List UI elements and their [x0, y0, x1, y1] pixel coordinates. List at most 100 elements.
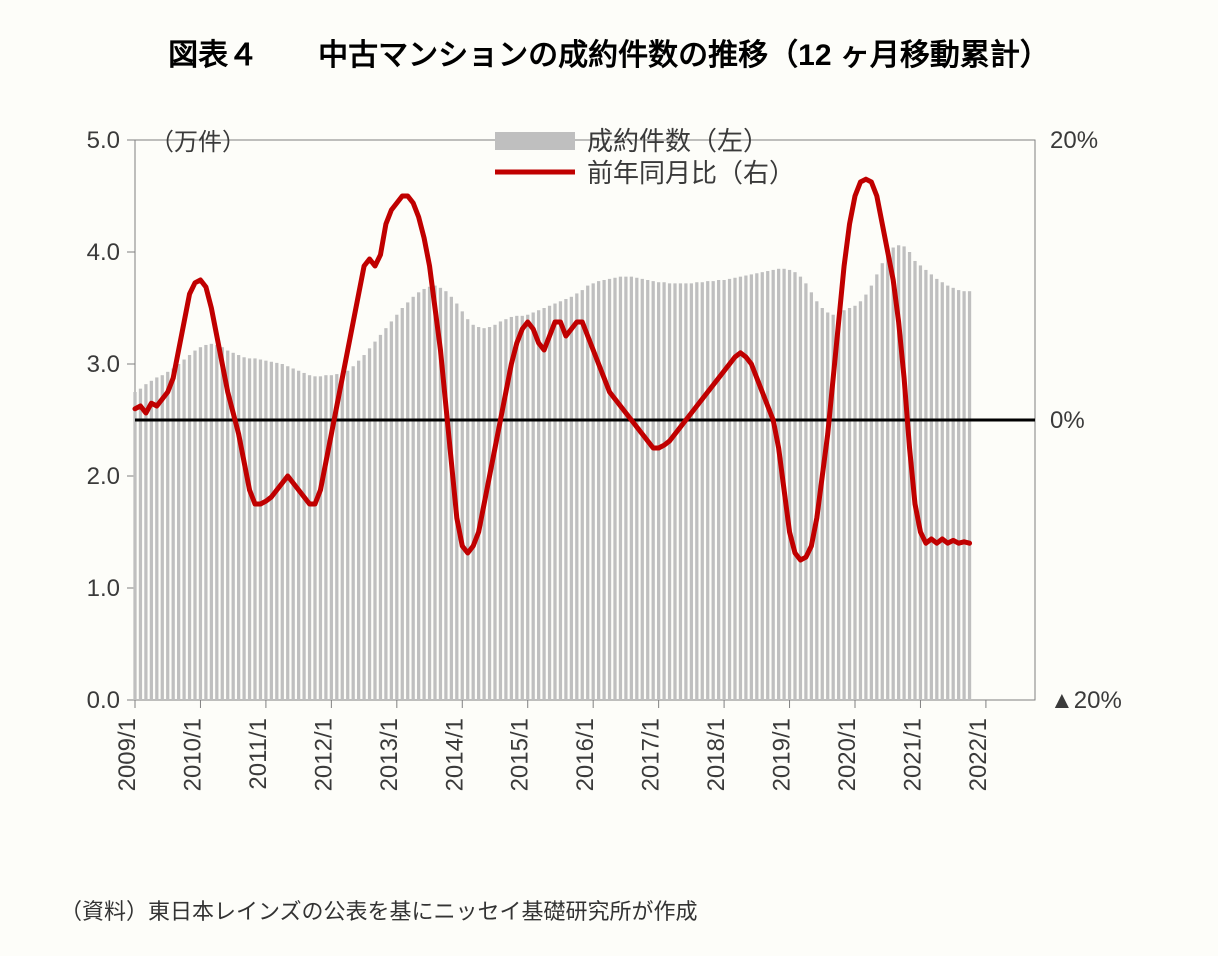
bar: [172, 368, 175, 700]
bar: [553, 304, 556, 700]
bar: [281, 364, 284, 700]
svg-text:1.0: 1.0: [87, 575, 120, 602]
svg-text:2009/1: 2009/1: [114, 718, 141, 791]
bar: [772, 270, 775, 700]
svg-text:3.0: 3.0: [87, 351, 120, 378]
bar: [292, 368, 295, 700]
bar: [352, 366, 355, 700]
bar: [886, 254, 889, 700]
bar: [810, 292, 813, 700]
bar: [155, 377, 158, 700]
bar: [892, 248, 895, 700]
bar: [739, 277, 742, 700]
bar: [875, 274, 878, 700]
bar: [755, 273, 758, 700]
svg-text:2022/1: 2022/1: [965, 718, 992, 791]
bar: [521, 316, 524, 700]
bar: [362, 355, 365, 700]
bar: [946, 286, 949, 700]
bar: [526, 315, 529, 700]
svg-text:2021/1: 2021/1: [899, 718, 926, 791]
bar: [406, 302, 409, 700]
bar: [395, 315, 398, 700]
svg-text:2017/1: 2017/1: [638, 718, 665, 791]
bar: [777, 269, 780, 700]
bar: [826, 312, 829, 700]
bar: [673, 283, 676, 700]
bar: [259, 360, 262, 700]
bar: [472, 325, 475, 700]
bar: [570, 297, 573, 700]
svg-text:2016/1: 2016/1: [572, 718, 599, 791]
svg-text:0%: 0%: [1050, 407, 1085, 434]
svg-text:2011/1: 2011/1: [245, 718, 272, 790]
bar: [837, 314, 840, 700]
bar: [417, 292, 420, 700]
svg-text:2.0: 2.0: [87, 463, 120, 490]
bar: [215, 345, 218, 700]
bar: [717, 280, 720, 700]
bar: [193, 351, 196, 700]
bar: [493, 325, 496, 700]
bar: [586, 286, 589, 700]
bar: [957, 290, 960, 700]
bar: [461, 311, 464, 700]
bar: [341, 373, 344, 700]
svg-text:2014/1: 2014/1: [441, 718, 468, 791]
bar: [668, 283, 671, 700]
bar: [444, 291, 447, 700]
bar: [848, 308, 851, 700]
bar: [870, 286, 873, 700]
bar: [401, 308, 404, 700]
bar: [537, 310, 540, 700]
bar: [679, 283, 682, 700]
bar: [581, 290, 584, 700]
bar: [690, 283, 693, 700]
bar: [133, 392, 136, 700]
bar: [412, 297, 415, 700]
bar: [706, 281, 709, 700]
bar: [630, 277, 633, 700]
bar: [881, 263, 884, 700]
bar: [602, 280, 605, 700]
bar: [150, 381, 153, 700]
bar: [357, 361, 360, 700]
bar: [684, 283, 687, 700]
bar: [188, 355, 191, 700]
bar: [744, 276, 747, 700]
bar: [652, 281, 655, 700]
bar: [728, 279, 731, 700]
svg-text:2013/1: 2013/1: [376, 718, 403, 791]
bar: [515, 316, 518, 700]
bar: [641, 279, 644, 700]
svg-text:2019/1: 2019/1: [769, 718, 796, 791]
bar: [930, 274, 933, 700]
bar: [161, 375, 164, 700]
bar: [968, 291, 971, 700]
bar: [237, 355, 240, 700]
bar: [182, 360, 185, 700]
bar: [253, 358, 256, 700]
svg-text:（万件）: （万件）: [150, 129, 246, 156]
bar: [941, 282, 944, 700]
bar: [902, 246, 905, 700]
svg-text:2018/1: 2018/1: [703, 718, 730, 791]
bar: [248, 358, 251, 700]
legend-bar-label: 成約件数（左）: [587, 126, 769, 156]
bar: [853, 306, 856, 700]
bar: [733, 278, 736, 700]
bar: [701, 282, 704, 700]
bar: [799, 277, 802, 700]
bar: [662, 282, 665, 700]
bar: [286, 366, 289, 700]
bar: [564, 299, 567, 700]
bar: [859, 301, 862, 700]
svg-text:2020/1: 2020/1: [834, 718, 861, 791]
bar: [597, 281, 600, 700]
bar: [722, 280, 725, 700]
bar: [144, 384, 147, 700]
bar: [379, 335, 382, 700]
bar: [368, 348, 371, 700]
bar: [919, 265, 922, 700]
bar: [761, 272, 764, 700]
